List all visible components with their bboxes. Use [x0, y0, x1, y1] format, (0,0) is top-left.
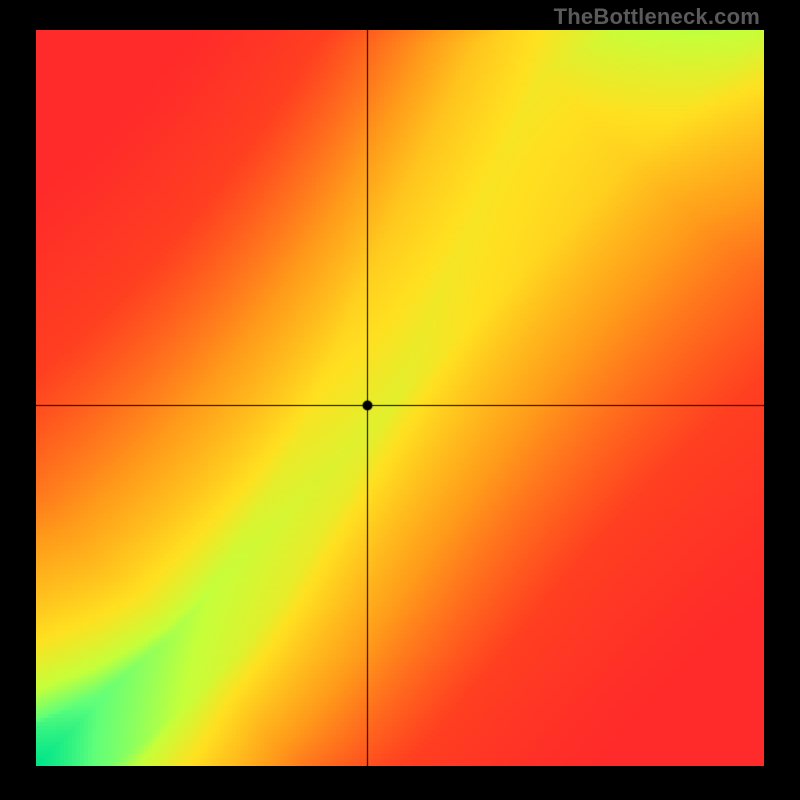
- bottleneck-heatmap: [36, 30, 764, 766]
- watermark-text: TheBottleneck.com: [554, 4, 760, 30]
- chart-container: TheBottleneck.com: [0, 0, 800, 800]
